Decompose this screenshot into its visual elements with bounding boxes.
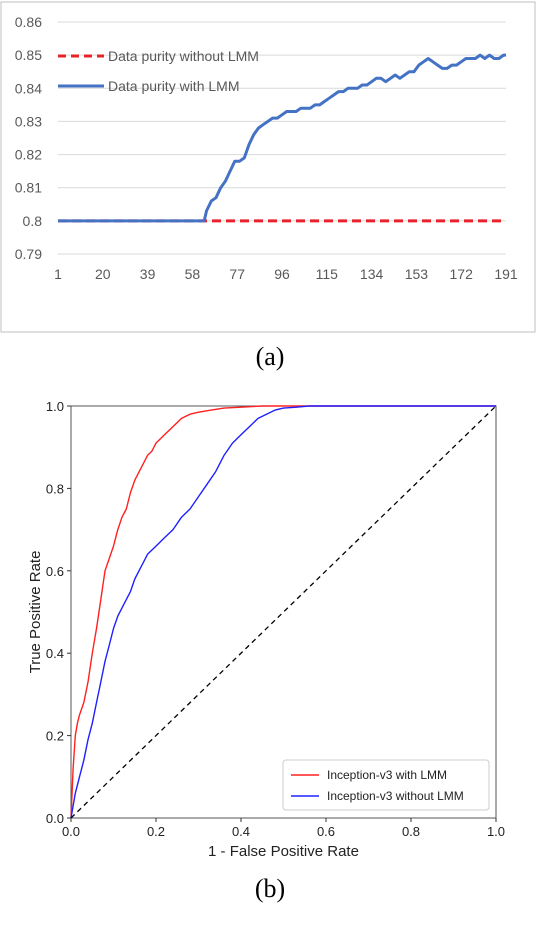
chart-a-series-line xyxy=(58,53,506,223)
chart-a-y-tick-label: 0.83 xyxy=(15,113,42,129)
chart-a-svg: 0.79 0.8 0.81 0.82 0.83 0.84 0.85 0.86 1 20 39 58 77… xyxy=(0,1,536,333)
chart-a-caption: (a) xyxy=(255,342,285,371)
chart-b-y-tick-label: 0.2 xyxy=(46,729,64,744)
chart-b-x-tick-label: 0.8 xyxy=(402,824,420,839)
chart-a-y-tick-label: 0.8 xyxy=(23,213,43,229)
chart-b-series-line xyxy=(70,405,496,819)
chart-b-x-tick-label: 0.2 xyxy=(147,824,165,839)
chart-a-x-tick-label: 20 xyxy=(95,266,111,282)
chart-a-y-tick-label: 0.82 xyxy=(15,147,42,163)
chart-b-y-tick-label: 0.6 xyxy=(46,564,64,579)
chart-b-series-line xyxy=(70,405,496,819)
chart-b-legend-label: Inception-v3 without LMM xyxy=(327,789,464,803)
chart-b-y-tick-label: 0.0 xyxy=(46,811,64,826)
chart-b-caption: (b) xyxy=(254,874,286,903)
chart-b-panel: 0.0 0.2 0.4 0.6 0.8 1.0 0.0 0.2 0.4 0.6 0.8 1.0 1 - … xyxy=(0,388,540,868)
chart-a-x-tick-label: 191 xyxy=(494,266,518,282)
chart-a-x-tick-label: 172 xyxy=(450,266,474,282)
chart-a-x-tick-label: 153 xyxy=(405,266,429,282)
chart-b-svg: 0.0 0.2 0.4 0.6 0.8 1.0 0.0 0.2 0.4 0.6 0.8 1.0 1 - … xyxy=(27,399,505,860)
chart-b-legend-box xyxy=(282,759,490,811)
chart-a-x-tick-label: 1 xyxy=(54,266,62,282)
chart-b-x-tick-label: 1.0 xyxy=(487,824,505,839)
chart-b-x-tick-label: 0.4 xyxy=(232,824,250,839)
chart-b-x-axis-label: 1 - False Positive Rate xyxy=(208,843,359,860)
chart-a-x-tick-label: 39 xyxy=(140,266,156,282)
chart-b-y-axis-label: True Positive Rate xyxy=(27,551,44,674)
chart-a-x-tick-label: 115 xyxy=(316,266,339,282)
chart-b-x-tick-label: 0.0 xyxy=(62,824,80,839)
chart-b-y-tick-label: 0.8 xyxy=(46,481,64,496)
chart-a-x-tick-label: 96 xyxy=(274,266,290,282)
chart-b-plot-area xyxy=(70,405,497,819)
chart-a-legend-label: Data purity with LMM xyxy=(108,78,239,94)
chart-a-y-tick-label: 0.79 xyxy=(15,246,42,262)
chart-a-legend-label: Data purity without LMM xyxy=(108,48,259,64)
chart-a-y-tick-label: 0.84 xyxy=(15,80,42,96)
chart-b-y-tick-label: 1.0 xyxy=(46,399,64,414)
chart-a-y-tick-label: 0.85 xyxy=(15,47,42,63)
chart-b-x-tick-label: 0.6 xyxy=(317,824,335,839)
chart-a-y-tick-label: 0.81 xyxy=(15,180,42,196)
chart-b-legend-label: Inception-v3 with LMM xyxy=(327,768,447,782)
chart-a-x-tick-label: 134 xyxy=(360,266,384,282)
chart-a-x-tick-label: 58 xyxy=(185,266,201,282)
chart-b-y-tick-label: 0.4 xyxy=(46,646,64,661)
chart-a-frame xyxy=(0,1,536,333)
chart-a-x-tick-label: 77 xyxy=(229,266,245,282)
chart-a-y-tick-label: 0.86 xyxy=(15,14,42,30)
chart-a-panel: 0.79 0.8 0.81 0.82 0.83 0.84 0.85 0.86 1 20 39 58 77… xyxy=(0,0,540,336)
